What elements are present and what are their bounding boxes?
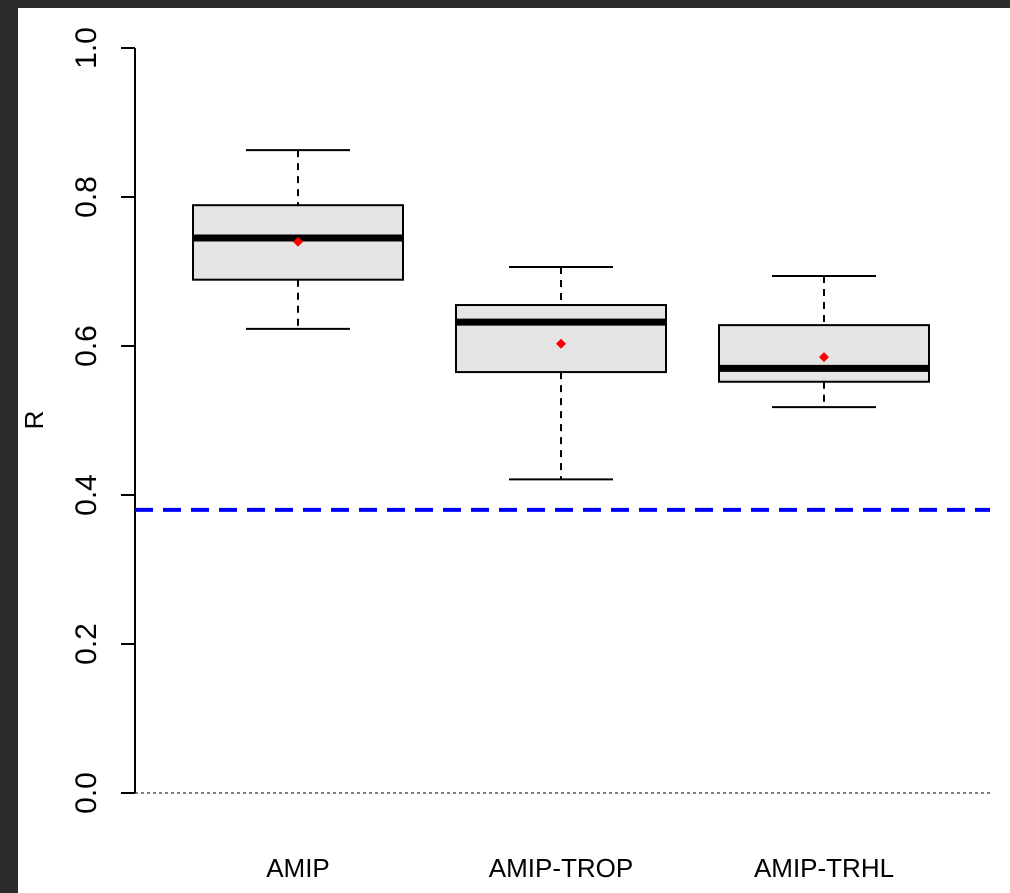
mean-marker <box>556 338 566 349</box>
mean-marker <box>293 236 303 247</box>
y-axis-label: R <box>19 411 49 430</box>
x-tick-label: AMIP <box>266 853 330 883</box>
y-tick-label: 0.8 <box>70 176 103 218</box>
x-tick-label: AMIP-TRHL <box>754 853 894 883</box>
chart: R 0.0 0.2 0.4 0.6 0.8 1.0 AMIP AMIP-TROP AMIP-TR… <box>18 8 1010 893</box>
y-tick-label: 0.0 <box>70 772 103 814</box>
box <box>455 304 667 374</box>
mean-marker <box>819 352 829 363</box>
y-tick-label: 0.6 <box>70 325 103 367</box>
y-tick-label: 0.4 <box>70 474 103 516</box>
x-tick-label: AMIP-TROP <box>489 853 633 883</box>
y-tick-label: 0.2 <box>70 623 103 665</box>
y-tick-label: 1.0 <box>70 27 103 69</box>
